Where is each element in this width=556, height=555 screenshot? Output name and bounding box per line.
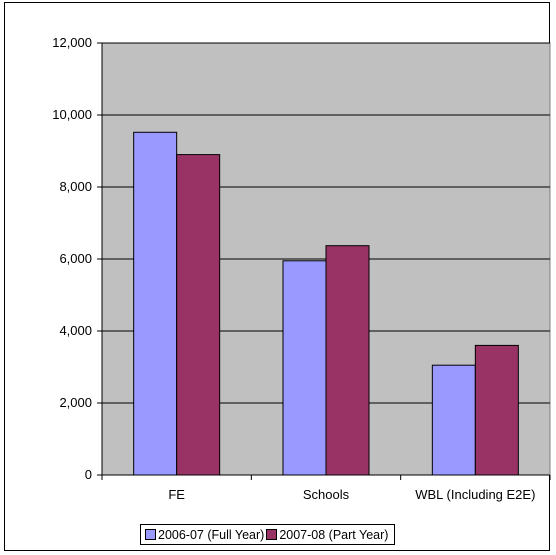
y-tick-label: 10,000 [52, 107, 92, 122]
bar [282, 260, 327, 476]
y-tick-label: 8,000 [59, 179, 92, 194]
legend-swatch-2006-07 [145, 529, 156, 540]
bar [474, 344, 519, 476]
bar [325, 245, 370, 476]
bar [431, 364, 476, 476]
x-tick-label: Schools [303, 487, 350, 502]
legend-label-2007-08: 2007-08 (Part Year) [279, 527, 389, 542]
y-tick-label: 6,000 [59, 251, 92, 266]
bar [176, 154, 221, 476]
y-tick-label: 0 [85, 467, 92, 482]
legend-item-2007-08: 2007-08 (Part Year) [266, 528, 388, 542]
legend-label-2006-07: 2006-07 (Full Year) [158, 527, 265, 542]
legend-swatch-2007-08 [266, 529, 278, 540]
legend-item-2006-07: 2006-07 (Full Year) [145, 528, 264, 542]
y-tick-label: 12,000 [52, 35, 92, 50]
x-tick-label: FE [168, 487, 185, 502]
y-tick-label: 2,000 [59, 395, 92, 410]
legend: 2006-07 (Full Year) 2007-08 (Part Year) [140, 524, 396, 545]
y-tick-label: 4,000 [59, 323, 92, 338]
x-tick-label: WBL (Including E2E) [415, 487, 535, 502]
bar [133, 131, 178, 476]
